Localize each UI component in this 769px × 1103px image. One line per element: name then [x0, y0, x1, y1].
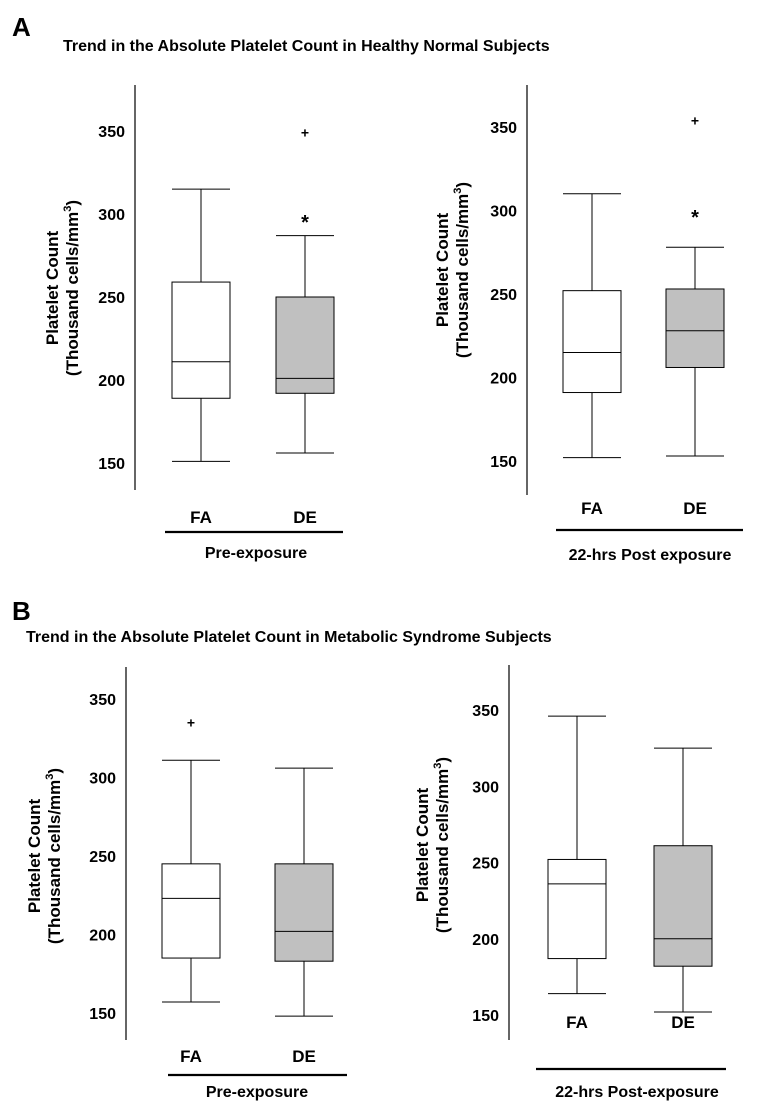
category-label: FA — [180, 1047, 202, 1066]
chart-2: 150 200 250 300 350 Platelet Count(Thousand c… — [25, 667, 347, 1101]
y-axis-label: Platelet Count(Thousand cells/mm3) — [433, 182, 472, 358]
extreme-marker: * — [301, 212, 309, 234]
y-tick-label: 200 — [89, 928, 116, 945]
y-tick-label: 250 — [472, 856, 499, 873]
panel-letter-b: B — [12, 596, 31, 626]
iqr-box — [274, 863, 334, 962]
chart-0: 150 200 250 300 350 Platelet Count(Thousand c… — [43, 85, 343, 562]
iqr-box — [275, 296, 335, 394]
y-tick-label: 350 — [472, 703, 499, 720]
iqr-box — [665, 288, 725, 368]
group-label: 22-hrs Post-exposure — [555, 1084, 719, 1101]
iqr-box — [653, 845, 713, 967]
category-label: FA — [581, 499, 603, 518]
category-label: DE — [292, 1047, 316, 1066]
panel-title-a: Trend in the Absolute Platelet Count in … — [63, 38, 550, 55]
box-de: DE — [274, 767, 334, 1066]
category-label: FA — [190, 508, 212, 527]
y-tick-label: 300 — [472, 779, 499, 796]
y-tick-label: 200 — [490, 371, 517, 388]
box-de: DE — [653, 747, 713, 1032]
outlier-marker: + — [691, 112, 699, 128]
y-tick-label: 300 — [98, 207, 125, 224]
box-fa: FA — [547, 715, 607, 1032]
box-fa: FA — [171, 188, 231, 527]
y-tick-label: 350 — [89, 692, 116, 709]
group-label: Pre-exposure — [206, 1084, 308, 1101]
iqr-box — [562, 290, 622, 394]
box-de: + * DE — [275, 125, 335, 527]
y-tick-label: 250 — [89, 849, 116, 866]
category-label: DE — [671, 1013, 695, 1032]
y-axis-label: Platelet Count(Thousand cells/mm3) — [43, 200, 82, 376]
extreme-marker: * — [691, 207, 699, 229]
y-tick-label: 250 — [490, 287, 517, 304]
plots-layer: 150 200 250 300 350 Platelet Count(Thousand c… — [25, 85, 743, 1101]
group-label: Pre-exposure — [205, 545, 307, 562]
y-tick-label: 150 — [472, 1008, 499, 1025]
y-axis-label: Platelet Count(Thousand cells/mm3) — [25, 768, 64, 944]
box-fa: FA — [562, 193, 622, 518]
y-tick-label: 250 — [98, 290, 125, 307]
chart-1: 150 200 250 300 350 Platelet Count(Thousand c… — [433, 85, 743, 564]
category-label: DE — [293, 508, 317, 527]
panel-letter-a: A — [12, 12, 31, 42]
y-tick-label: 200 — [472, 932, 499, 949]
box-fa: + FA — [161, 715, 221, 1066]
y-tick-label: 300 — [89, 771, 116, 788]
category-label: FA — [566, 1013, 588, 1032]
y-tick-label: 350 — [490, 120, 517, 137]
panel-title-b: Trend in the Absolute Platelet Count in … — [26, 629, 552, 646]
y-tick-label: 150 — [98, 456, 125, 473]
y-axis-label: Platelet Count(Thousand cells/mm3) — [413, 757, 452, 933]
iqr-box — [171, 281, 231, 399]
y-tick-label: 350 — [98, 124, 125, 141]
group-label: 22-hrs Post exposure — [569, 547, 732, 564]
y-tick-label: 200 — [98, 373, 125, 390]
box-de: + * DE — [665, 112, 725, 518]
category-label: DE — [683, 499, 707, 518]
iqr-box — [161, 863, 221, 959]
outlier-marker: + — [187, 715, 195, 731]
outlier-marker: + — [301, 125, 309, 141]
y-tick-label: 150 — [89, 1006, 116, 1023]
chart-3: 150 200 250 300 350 Platelet Count(Thousand c… — [413, 665, 726, 1101]
iqr-box — [547, 858, 607, 960]
y-tick-label: 300 — [490, 204, 517, 221]
y-tick-label: 150 — [490, 454, 517, 471]
